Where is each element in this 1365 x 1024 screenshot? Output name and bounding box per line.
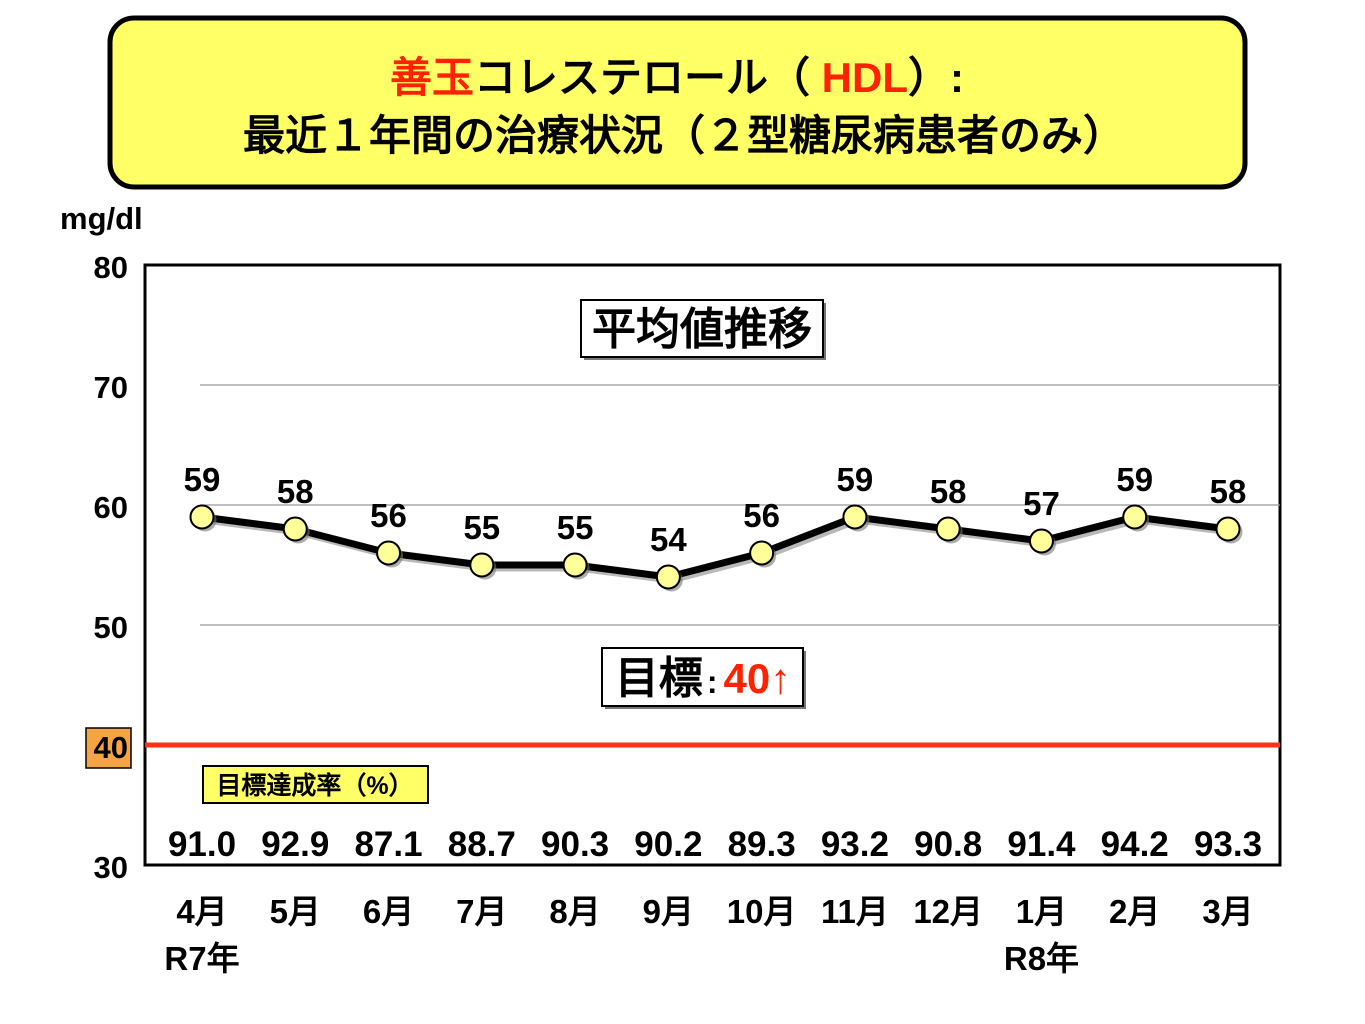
- achievement-rate-value: 93.2: [821, 825, 889, 864]
- target-label: 目標:40↑: [615, 654, 791, 703]
- x-axis-label: 10月: [727, 893, 797, 930]
- data-label: 59: [1116, 461, 1153, 498]
- y-axis-ticks: 30 40 50 60 70 80: [85, 250, 132, 885]
- achievement-rate-label-background: [202, 765, 429, 804]
- title-banner: 善玉コレステロール（ HDL）: 最近１年間の治療状況（２型糖尿病患者のみ）: [107, 15, 1248, 190]
- data-label: 57: [1023, 485, 1060, 522]
- y-tick-label: 30: [94, 850, 128, 885]
- data-point-marker: [562, 552, 588, 578]
- achievement-rate-value: 87.1: [354, 825, 422, 864]
- series-hdl-average: [189, 504, 1243, 592]
- data-label: 56: [370, 497, 407, 534]
- data-point-marker: [842, 504, 868, 530]
- data-label: 56: [743, 497, 780, 534]
- achievement-rate-value: 93.3: [1194, 825, 1262, 864]
- y-tick-label: 60: [94, 490, 128, 525]
- data-point-marker: [655, 564, 681, 590]
- data-point-marker: [1215, 516, 1241, 542]
- annotation-box: 平均値推移: [580, 299, 826, 360]
- achievement-rate-value: 91.0: [168, 825, 236, 864]
- data-label: 59: [184, 461, 221, 498]
- x-axis-label: 1月: [1016, 893, 1067, 930]
- title-segment-close: ）:: [908, 54, 964, 101]
- achievement-rate-value: 94.2: [1101, 825, 1169, 864]
- achievement-rate-row: 91.0 92.9 87.1 88.7 90.3 90.2 89.3 93.2 90.8 91.4…: [168, 825, 1262, 864]
- data-point-marker: [376, 540, 402, 566]
- data-point-marker: [1028, 528, 1054, 554]
- title-segment-cholesterol: コレステロール（: [474, 54, 822, 101]
- title-segment-hdl: HDL: [822, 54, 908, 101]
- data-point-marker: [749, 540, 775, 566]
- x-axis-label: 5月: [270, 893, 321, 930]
- x-axis-label: 7月: [456, 893, 507, 930]
- y-tick-label: 40: [94, 730, 128, 765]
- target-box: 目標:40↑: [601, 647, 806, 709]
- x-axis-label: 9月: [643, 893, 694, 930]
- achievement-rate-value: 92.9: [261, 825, 329, 864]
- series-line: [201, 513, 1229, 581]
- annotation-frame: [580, 299, 824, 358]
- title-background: [107, 15, 1248, 190]
- achievement-rate-value: 91.4: [1007, 825, 1076, 864]
- data-point-marker: [935, 516, 961, 542]
- achievement-rate-value: 88.7: [448, 825, 516, 864]
- year-label: R8年: [1004, 940, 1079, 977]
- x-axis-label: 8月: [549, 893, 600, 930]
- data-point-marker: [189, 504, 215, 530]
- x-axis-label: 2月: [1109, 893, 1160, 930]
- y-tick-label: 70: [94, 370, 128, 405]
- y-tick-highlight-box: [85, 727, 132, 769]
- data-label: 58: [930, 473, 967, 510]
- annotation-text: 平均値推移: [592, 305, 812, 354]
- achievement-rate-label: 目標達成率（%）: [216, 771, 413, 800]
- chart-title-line1: 善玉コレステロール（ HDL）:: [390, 54, 964, 101]
- year-label: R7年: [164, 940, 239, 977]
- target-value-text: 40↑: [723, 655, 791, 702]
- achievement-rate-value: 90.2: [634, 825, 702, 864]
- data-point-marker: [469, 552, 495, 578]
- target-box-frame: [601, 647, 804, 707]
- data-label: 58: [277, 473, 314, 510]
- achievement-rate-value: 89.3: [728, 825, 796, 864]
- x-axis-label: 3月: [1202, 893, 1253, 930]
- y-axis-unit-label: mg/dl: [60, 201, 143, 236]
- data-label: 55: [557, 509, 594, 546]
- data-point-marker: [282, 516, 308, 542]
- x-axis-labels: 4月 5月 6月 7月 8月 9月 10月 11月 12月 1月 2月 3月 R7年 R8年: [164, 893, 1253, 977]
- data-labels: 59 58 56 55 55 54 56 59 58 57 59 58: [184, 461, 1247, 558]
- achievement-rate-value: 90.3: [541, 825, 609, 864]
- data-label: 58: [1210, 473, 1247, 510]
- x-axis-label: 11月: [821, 893, 889, 930]
- target-label-separator: :: [707, 664, 718, 700]
- data-label: 55: [463, 509, 500, 546]
- data-point-marker: [1122, 504, 1148, 530]
- x-axis-label: 6月: [363, 893, 414, 930]
- gridlines: [200, 384, 1280, 626]
- title-segment-zendama: 善玉: [390, 54, 474, 101]
- y-tick-label: 80: [94, 250, 128, 285]
- x-axis-label: 12月: [913, 893, 983, 930]
- data-label: 59: [837, 461, 874, 498]
- chart-title-line2: 最近１年間の治療状況（２型糖尿病患者のみ）: [243, 112, 1125, 159]
- data-label: 54: [650, 521, 687, 558]
- achievement-rate-label-box: 目標達成率（%）: [202, 765, 429, 804]
- x-axis-label: 4月: [176, 893, 227, 930]
- achievement-rate-value: 90.8: [914, 825, 982, 864]
- y-tick-label: 50: [94, 610, 128, 645]
- target-label-text: 目標: [615, 654, 703, 703]
